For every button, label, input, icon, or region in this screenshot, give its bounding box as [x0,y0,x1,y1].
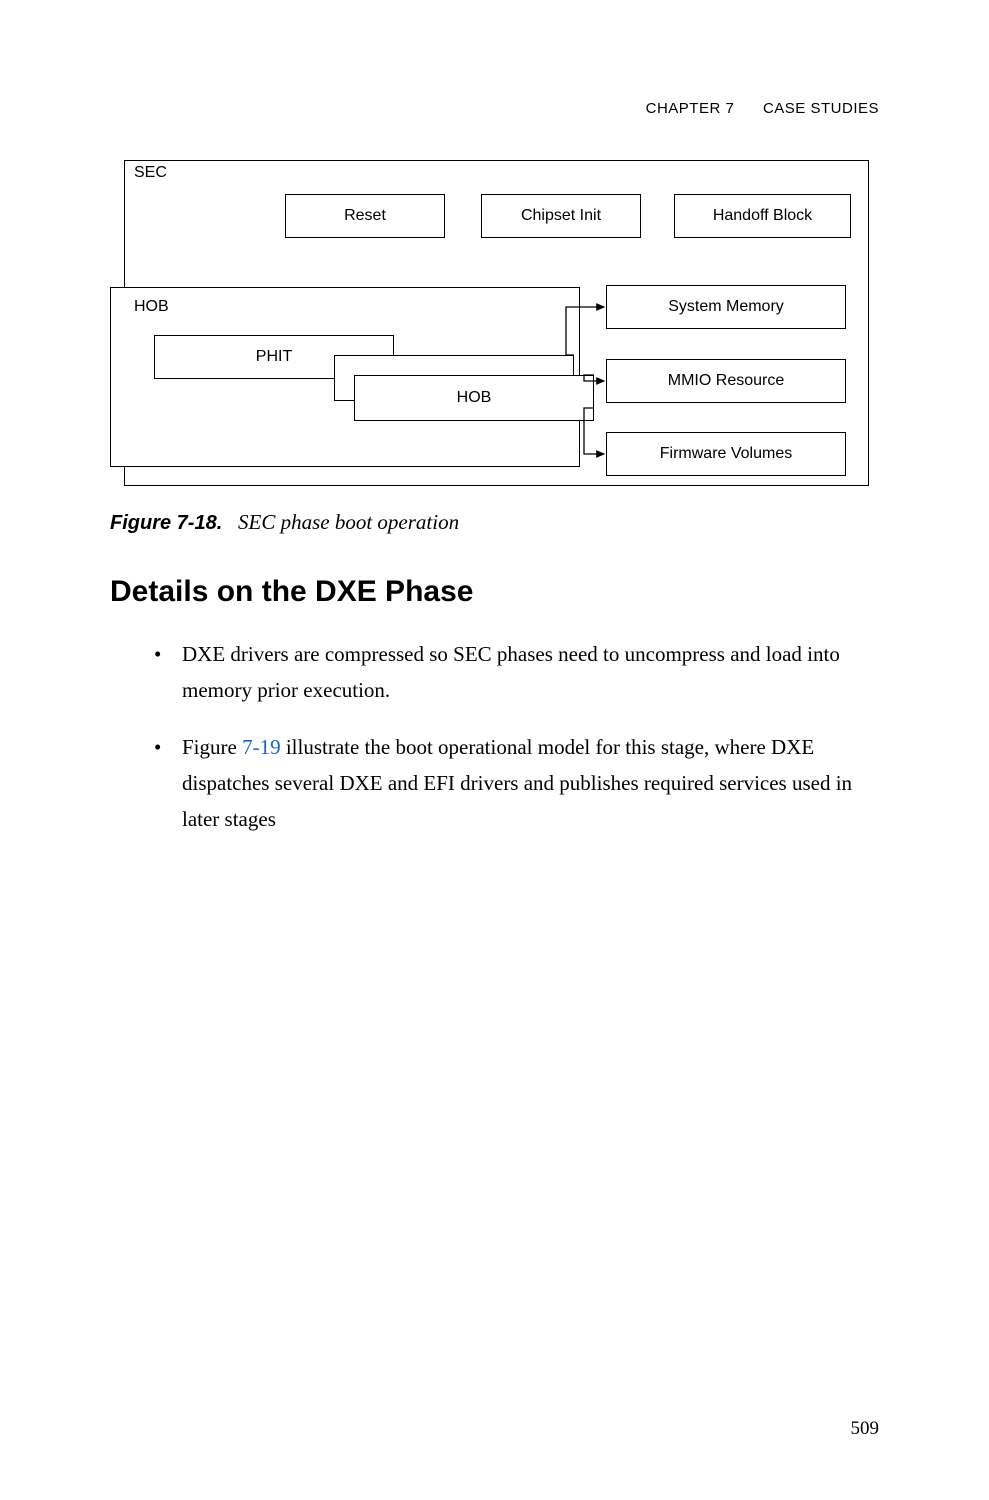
page-number: 509 [851,1418,880,1440]
system-memory-box: System Memory [606,285,846,329]
mmio-resource-box: MMIO Resource [606,359,846,403]
chipset-init-box: Chipset Init [481,194,641,238]
sec-label: SEC [132,164,169,182]
page-header: CHAPTER 7 CASE STUDIES [646,100,879,117]
figure-caption: Figure 7-18. SEC phase boot operation [110,510,879,535]
hob-stack-front-box: HOB [354,375,594,421]
list-item: DXE drivers are compressed so SEC phases… [110,637,879,708]
header-title: CASE STUDIES [763,100,879,117]
hob-label: HOB [132,298,171,316]
figure-diagram: SEC HOB Reset Chipset Init Handoff Block… [110,160,870,492]
section-title: Details on the DXE Phase [110,575,879,609]
bullet-text-post: illustrate the boot operational model fo… [182,735,852,830]
list-item: Figure 7-19 illustrate the boot operatio… [110,730,879,837]
figure-link[interactable]: 7-19 [242,735,281,759]
bullet-list: DXE drivers are compressed so SEC phases… [110,637,879,837]
bullet-text: DXE drivers are compressed so SEC phases… [182,642,840,702]
handoff-block-box: Handoff Block [674,194,851,238]
caption-label: Figure 7-18. [110,512,222,534]
bullet-text-pre: Figure [182,735,242,759]
caption-text: SEC phase boot operation [238,510,459,534]
header-chapter: CHAPTER 7 [646,100,735,117]
firmware-volumes-box: Firmware Volumes [606,432,846,476]
reset-box: Reset [285,194,445,238]
